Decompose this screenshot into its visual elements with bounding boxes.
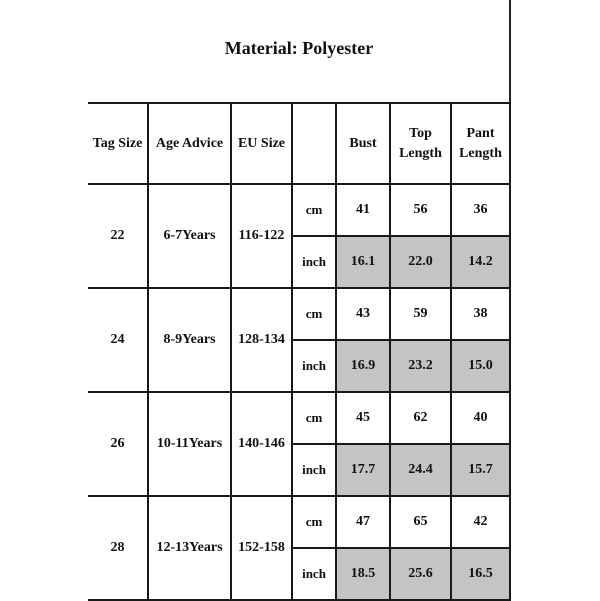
- top-length-inch-cell: 23.2: [389, 339, 452, 393]
- bust-cm-cell: 41: [335, 183, 391, 237]
- top-length-cm-cell: 65: [389, 495, 452, 549]
- bust-inch-cell: 16.9: [335, 339, 391, 393]
- tag-size-cell: 24: [88, 287, 149, 393]
- pant-length-inch-cell: 15.0: [450, 339, 511, 393]
- table-row-cm: 28 12-13Years 152-158 cm 47 65 42: [88, 495, 511, 601]
- header-eu-size: EU Size: [230, 102, 293, 185]
- eu-size-cell: 128-134: [230, 287, 293, 393]
- pant-length-inch-cell: 16.5: [450, 547, 511, 601]
- size-chart-table: Tag Size Age Advice EU Size Bust Top Len…: [88, 102, 511, 601]
- table-row-cm: 22 6-7Years 116-122 cm 41 56 36: [88, 183, 511, 289]
- tag-size-cell: 22: [88, 183, 149, 289]
- bust-cm-cell: 43: [335, 287, 391, 341]
- header-unit: [291, 102, 337, 185]
- unit-cm-cell: cm: [291, 391, 337, 445]
- age-advice-cell: 10-11Years: [147, 391, 232, 497]
- header-bust: Bust: [335, 102, 391, 185]
- table-row-inch: inch 16.9 23.2 15.0: [88, 339, 511, 393]
- unit-inch-cell: inch: [292, 443, 337, 497]
- table-row-cm: 24 8-9Years 128-134 cm 43 59 38: [88, 287, 511, 393]
- header-row: Tag Size Age Advice EU Size Bust Top Len…: [88, 102, 511, 185]
- eu-size-cell: 152-158: [230, 495, 293, 601]
- border-line: [509, 0, 511, 103]
- bust-inch-cell: 18.5: [335, 547, 391, 601]
- top-length-cm-cell: 59: [389, 287, 452, 341]
- unit-inch-cell: inch: [292, 547, 337, 601]
- material-title: Material: Polyester: [224, 38, 374, 58]
- bust-cm-cell: 45: [335, 391, 391, 445]
- header-tag-size: Tag Size: [88, 102, 149, 185]
- eu-size-cell: 140-146: [230, 391, 293, 497]
- age-advice-cell: 6-7Years: [147, 183, 232, 289]
- table-row-inch: inch 17.7 24.4 15.7: [88, 443, 511, 497]
- unit-inch-cell: inch: [292, 339, 337, 393]
- age-advice-cell: 8-9Years: [147, 287, 232, 393]
- eu-size-cell: 116-122: [230, 183, 293, 289]
- table-row-cm: 26 10-11Years 140-146 cm 45 62 40: [88, 391, 511, 497]
- top-length-inch-cell: 22.0: [389, 235, 452, 289]
- header-top-length: Top Length: [389, 102, 452, 185]
- tag-size-cell: 28: [88, 495, 149, 601]
- pant-length-cm-cell: 38: [450, 287, 511, 341]
- bust-inch-cell: 16.1: [335, 235, 391, 289]
- unit-inch-cell: inch: [292, 235, 337, 289]
- unit-cm-cell: cm: [291, 183, 337, 237]
- table-row-inch: inch 18.5 25.6 16.5: [88, 547, 511, 601]
- top-length-inch-cell: 24.4: [389, 443, 452, 497]
- bust-inch-cell: 17.7: [335, 443, 391, 497]
- age-advice-cell: 12-13Years: [147, 495, 232, 601]
- bust-cm-cell: 47: [335, 495, 391, 549]
- unit-cm-cell: cm: [291, 495, 337, 549]
- pant-length-cm-cell: 36: [450, 183, 511, 237]
- top-length-cm-cell: 56: [389, 183, 452, 237]
- unit-cm-cell: cm: [291, 287, 337, 341]
- pant-length-inch-cell: 14.2: [450, 235, 511, 289]
- top-length-cm-cell: 62: [389, 391, 452, 445]
- header-age-advice: Age Advice: [147, 102, 232, 185]
- header-pant-length: Pant Length: [450, 102, 511, 185]
- top-length-inch-cell: 25.6: [389, 547, 452, 601]
- tag-size-cell: 26: [88, 391, 149, 497]
- pant-length-cm-cell: 42: [450, 495, 511, 549]
- table-row-inch: inch 16.1 22.0 14.2: [88, 235, 511, 289]
- pant-length-inch-cell: 15.7: [450, 443, 511, 497]
- pant-length-cm-cell: 40: [450, 391, 511, 445]
